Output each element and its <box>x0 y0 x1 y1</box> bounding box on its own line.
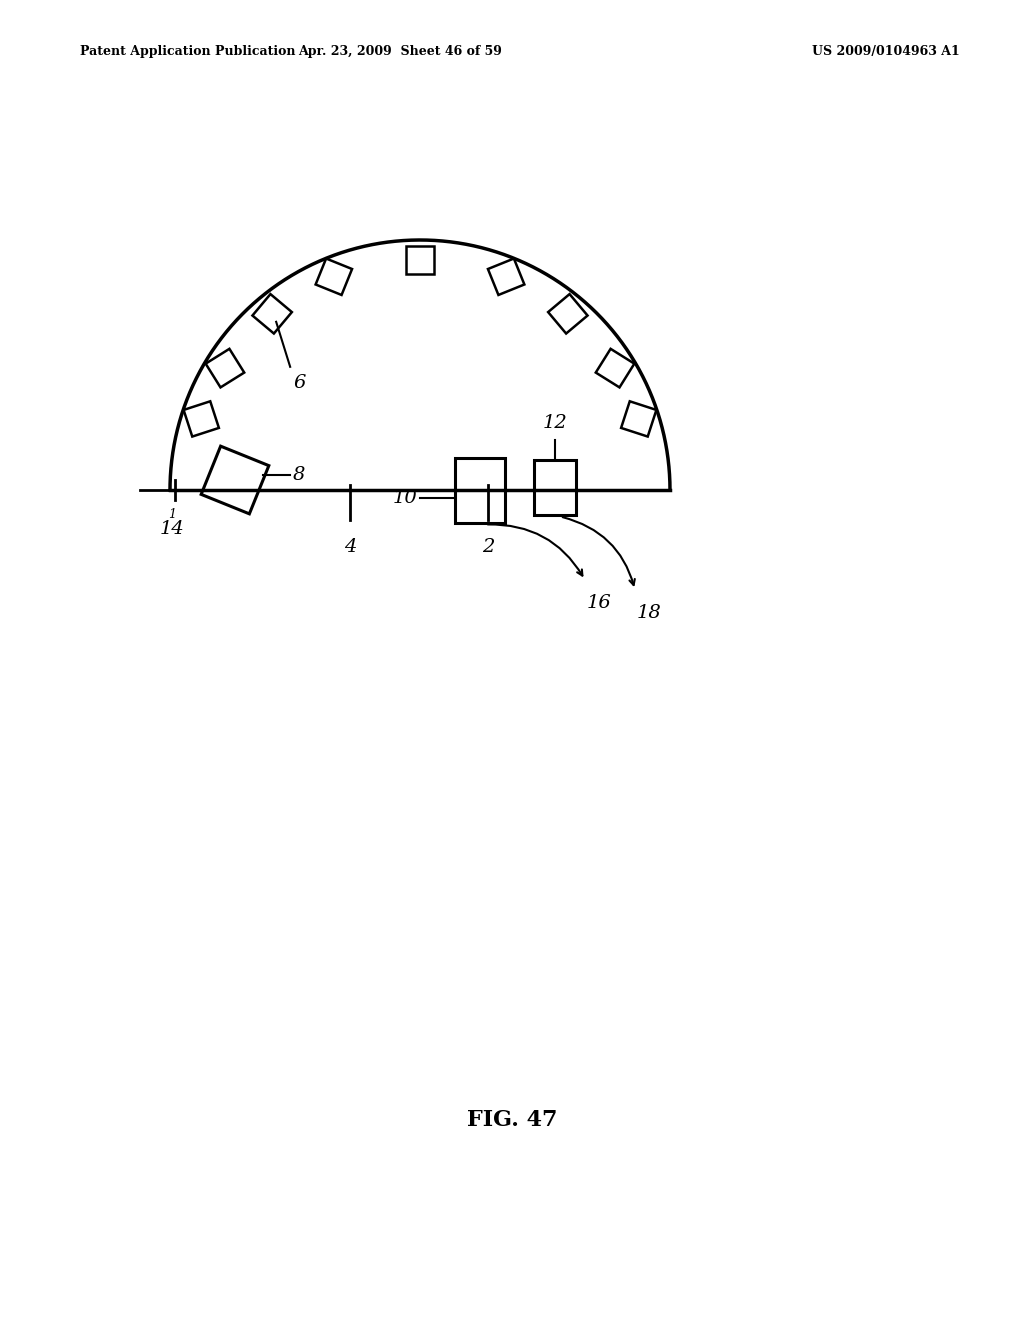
Text: Apr. 23, 2009  Sheet 46 of 59: Apr. 23, 2009 Sheet 46 of 59 <box>298 45 502 58</box>
Text: 1: 1 <box>168 508 176 521</box>
Text: 4: 4 <box>344 539 356 556</box>
Bar <box>455 458 505 523</box>
Text: US 2009/0104963 A1: US 2009/0104963 A1 <box>812 45 961 58</box>
Text: 18: 18 <box>637 605 662 622</box>
Bar <box>534 459 575 515</box>
Text: 14: 14 <box>160 520 184 539</box>
Text: 10: 10 <box>392 488 417 507</box>
Text: Patent Application Publication: Patent Application Publication <box>80 45 296 58</box>
Text: 12: 12 <box>543 413 567 432</box>
Text: FIG. 47: FIG. 47 <box>467 1109 557 1131</box>
Text: 2: 2 <box>482 539 495 556</box>
Text: 6: 6 <box>293 374 305 392</box>
Text: 8: 8 <box>293 466 305 484</box>
Text: 16: 16 <box>587 594 611 612</box>
